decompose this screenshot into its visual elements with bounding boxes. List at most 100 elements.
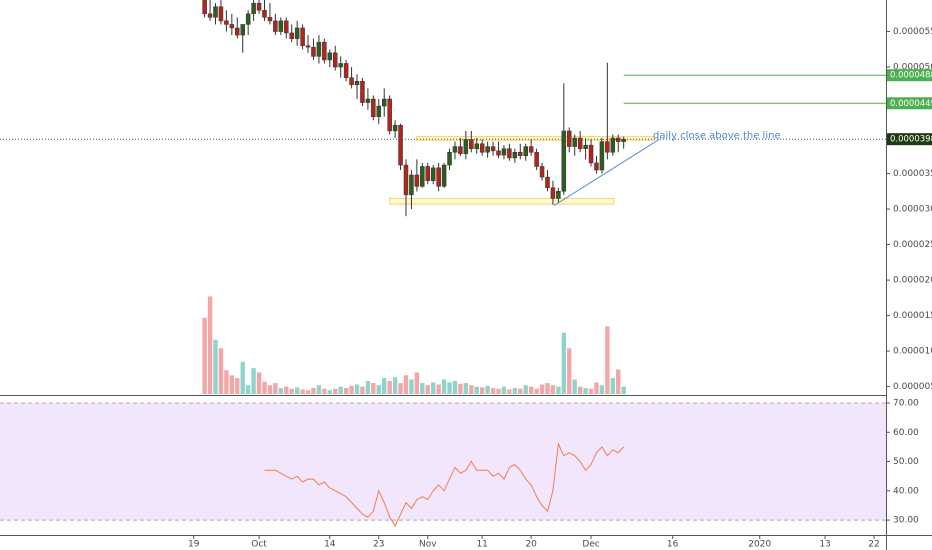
volume-bar <box>490 388 496 394</box>
y-tick-label: 0.00002000 <box>893 276 932 286</box>
candle-body <box>322 41 327 61</box>
volume-bar <box>365 380 371 394</box>
candle-body <box>577 137 583 149</box>
level-label: 0.00004885 <box>890 71 932 81</box>
volume-bar <box>583 388 588 394</box>
level-label-box <box>887 69 932 82</box>
candle-body <box>490 146 496 152</box>
candle-body <box>262 9 267 18</box>
candle-body <box>278 20 284 32</box>
candle-body <box>235 27 240 36</box>
candle-body <box>430 167 436 181</box>
volume-bar <box>572 379 577 394</box>
y-tick-label: 0.00001500 <box>893 311 932 321</box>
candle-body <box>463 139 469 154</box>
volume-bar <box>610 378 615 394</box>
volume-bar <box>289 388 294 394</box>
candle-body <box>207 13 213 18</box>
candle-body <box>294 27 300 39</box>
volume-bar <box>577 386 583 394</box>
volume-bar <box>458 383 463 394</box>
x-tick-label: 22 <box>868 540 879 550</box>
candle-body <box>496 150 501 156</box>
volume-bar <box>561 332 567 394</box>
volume-bar <box>316 385 322 394</box>
candle-body <box>447 152 452 166</box>
y-tick-label: 0.00001000 <box>893 347 932 357</box>
x-tick-label: 13 <box>819 540 830 550</box>
candle-body <box>501 148 507 156</box>
candle-body <box>218 6 224 22</box>
volume-bar <box>273 383 278 394</box>
volume-bar <box>485 385 490 394</box>
candle-body <box>583 144 588 149</box>
volume-bar <box>213 339 218 394</box>
volume-bar <box>463 383 469 394</box>
candle-body <box>224 20 229 25</box>
candle-body <box>572 137 577 147</box>
candle-body <box>305 45 311 48</box>
volume-bar <box>436 384 441 394</box>
volume-bar <box>251 368 256 394</box>
candle-body <box>245 13 251 25</box>
candle-body <box>469 139 474 149</box>
volume-bar <box>616 369 621 394</box>
rsi-band <box>0 402 886 521</box>
volume-bar <box>349 385 354 394</box>
trend-line <box>553 139 660 206</box>
y-tick-label: 60.00 <box>893 428 919 438</box>
volume-bar <box>599 385 605 394</box>
volume-bar <box>528 386 534 394</box>
volume-bar <box>218 348 224 394</box>
volume-bar <box>387 380 392 394</box>
volume-bar <box>447 382 452 394</box>
candle-body <box>518 152 523 157</box>
x-tick-label: Nov <box>419 540 437 550</box>
volume-bar <box>605 326 610 394</box>
volume-bar <box>420 383 425 394</box>
candle-body <box>338 63 343 68</box>
volume-bar <box>621 386 626 394</box>
candle-body <box>409 174 414 196</box>
x-tick-label: 14 <box>324 540 336 550</box>
volume-bar <box>382 378 387 394</box>
y-tick-label: 0.00002500 <box>893 240 932 250</box>
y-tick-label: 70.00 <box>893 398 919 408</box>
volume-bar <box>518 388 523 394</box>
candle-body <box>441 164 447 187</box>
volume-bar <box>594 382 599 394</box>
volume-bar <box>284 386 289 394</box>
candle-body <box>588 144 594 164</box>
candle-body <box>550 187 556 199</box>
volume-bar <box>338 386 343 394</box>
candle-body <box>354 80 360 86</box>
volume-bar <box>469 385 474 394</box>
candle-body <box>273 20 278 32</box>
volume-bar <box>501 386 507 394</box>
volume-bar <box>229 375 235 394</box>
x-tick-label: Oct <box>251 540 267 550</box>
x-tick-label: 2020 <box>748 540 771 550</box>
volume-bar <box>556 386 561 394</box>
level-label: 0.00004490 <box>890 99 932 109</box>
volume-bar <box>267 385 273 394</box>
candle-body <box>365 98 371 103</box>
candle-body <box>213 6 218 18</box>
y-tick-label: 0.00005500 <box>893 27 932 37</box>
volume-bar <box>507 389 512 394</box>
candle-body <box>507 148 512 159</box>
y-tick-label: 30.00 <box>893 516 919 526</box>
candle-body <box>311 46 316 57</box>
candle-body <box>479 143 485 153</box>
rsi-pane <box>0 402 886 527</box>
level-label-box <box>887 97 932 110</box>
candle-body <box>414 174 420 187</box>
y-tick-label: 0.00000500 <box>893 382 932 392</box>
volume-bar <box>360 386 365 394</box>
volume-bar <box>371 383 376 394</box>
volume-bar <box>278 388 284 394</box>
candle-body <box>327 52 333 61</box>
volume-bar <box>441 379 447 394</box>
volume-bar <box>539 384 545 394</box>
